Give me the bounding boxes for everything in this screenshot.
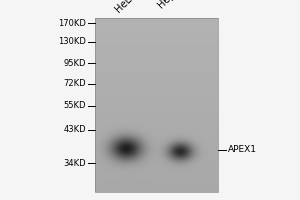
Text: 34KD: 34KD [63, 158, 86, 168]
Text: 43KD: 43KD [63, 126, 86, 134]
Text: APEX1: APEX1 [228, 146, 257, 154]
Text: 130KD: 130KD [58, 38, 86, 46]
Text: HeLa: HeLa [113, 0, 138, 14]
Text: 72KD: 72KD [63, 79, 86, 88]
Bar [95, 18, 218, 192]
Text: HepG2: HepG2 [156, 0, 187, 10]
Text: 170KD: 170KD [58, 19, 86, 27]
Text: 95KD: 95KD [64, 58, 86, 68]
Text: 55KD: 55KD [64, 102, 86, 110]
